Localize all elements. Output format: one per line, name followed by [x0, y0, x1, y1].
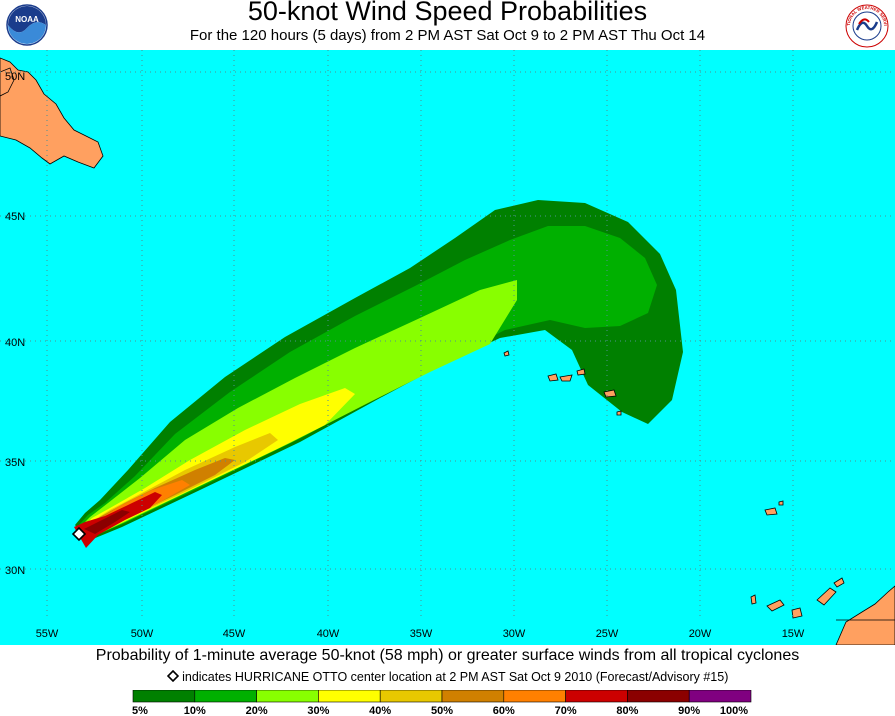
probability-80-percent-area: [84, 510, 130, 534]
island-gran-canaria: [791, 607, 803, 619]
probability-map: 50N 45N 40N 35N 30N 55W 50W 45W 40W 35W …: [0, 50, 895, 645]
island-fuerteventura: [816, 587, 837, 606]
lon-label-20w: 20W: [689, 628, 712, 640]
legend-label-8: 80%: [616, 705, 638, 716]
legend-swatch-0: [132, 690, 196, 703]
lon-label-50w: 50W: [131, 628, 154, 640]
island-sao-jorge: [559, 374, 573, 382]
legend-label-9: 90%: [678, 705, 700, 716]
lon-label-15w: 15W: [782, 628, 805, 640]
island-la-palma: [750, 594, 757, 605]
diamond-marker-icon: [166, 669, 179, 683]
legend-label-4: 40%: [369, 705, 391, 716]
lat-label-40n: 40N: [5, 337, 25, 349]
legend-label-0: 5%: [132, 705, 148, 716]
legend-label-2: 20%: [246, 705, 268, 716]
marker-note: indicates HURRICANE OTTO center location…: [0, 669, 895, 684]
island-porto-santo: [778, 500, 784, 506]
header: NOAA 50-knot Wind Speed Probabilities Fo…: [0, 0, 895, 50]
legend-swatch-6: [503, 690, 566, 703]
legend-label-6: 60%: [493, 705, 515, 716]
island-madeira: [764, 507, 778, 516]
lat-label-30n: 30N: [5, 565, 25, 577]
lat-label-50n: 50N: [5, 71, 25, 83]
lon-label-40w: 40W: [317, 628, 340, 640]
island-flores: [503, 350, 510, 357]
marker-note-text: indicates HURRICANE OTTO center location…: [182, 670, 729, 684]
island-tenerife: [766, 599, 785, 612]
page-title: 50-knot Wind Speed Probabilities: [247, 0, 648, 26]
lon-label-55w: 55W: [36, 628, 59, 640]
probability-legend: 5% 10% 20% 30% 40% 50% 60% 70% 80% 90% 100%: [132, 690, 752, 716]
legend-swatch-9: [688, 690, 752, 703]
legend-label-3: 30%: [307, 705, 329, 716]
lat-label-35n: 35N: [5, 457, 25, 469]
map-description: Probability of 1-minute average 50-knot …: [95, 647, 800, 664]
lon-label-45w: 45W: [223, 628, 246, 640]
island-santa-maria: [616, 410, 622, 416]
noaa-logo-text: NOAA: [15, 15, 39, 24]
national-weather-service-logo: NATIONAL WEATHER SERVICE: [843, 0, 889, 48]
legend-label-10: 100%: [720, 705, 748, 716]
legend-swatch-7: [565, 690, 628, 703]
island-lanzarote: [833, 577, 845, 588]
land-newfoundland-inset: [0, 67, 15, 97]
legend-swatch-8: [627, 690, 690, 703]
noaa-logo: NOAA: [6, 4, 48, 46]
legend-label-1: 10%: [184, 705, 206, 716]
lon-label-30w: 30W: [503, 628, 526, 640]
page-subtitle: For the 120 hours (5 days) from 2 PM AST…: [189, 27, 706, 44]
lat-label-45n: 45N: [5, 211, 25, 223]
land-newfoundland: [0, 57, 104, 169]
legend-swatch-3: [318, 690, 381, 703]
legend-swatch-2: [256, 690, 319, 703]
lon-label-35w: 35W: [410, 628, 433, 640]
island-terceira: [576, 368, 586, 376]
legend-swatch-1: [194, 690, 257, 703]
legend-swatch-5: [441, 690, 505, 703]
storm-center-diamond-icon: [71, 526, 87, 542]
island-faial-pico: [547, 373, 559, 382]
legend-swatch-4: [379, 690, 443, 703]
legend-label-7: 70%: [555, 705, 577, 716]
lon-label-25w: 25W: [596, 628, 619, 640]
legend-label-5: 50%: [431, 705, 453, 716]
latitude-longitude-grid: [0, 50, 895, 620]
